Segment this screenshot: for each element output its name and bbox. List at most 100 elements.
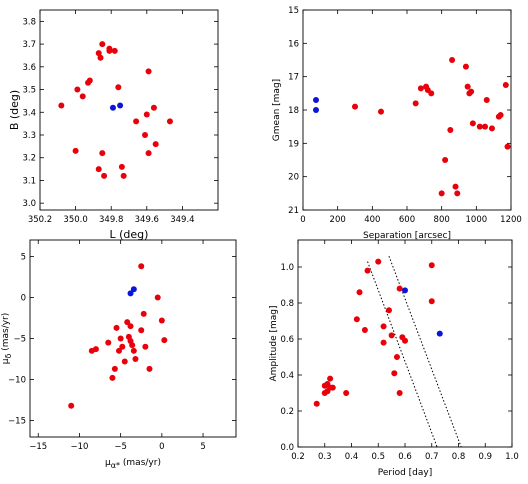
red-point xyxy=(428,262,435,269)
y-axis-label: Gmean [mag] xyxy=(272,79,282,141)
red-point xyxy=(143,111,150,118)
dotted-line xyxy=(367,261,438,448)
red-point xyxy=(133,118,140,125)
red-point xyxy=(99,150,106,157)
x-tick-label: 0.5 xyxy=(371,452,385,462)
red-point xyxy=(449,57,456,63)
x-axis-label: μα* (mas/yr) xyxy=(105,458,161,470)
red-point xyxy=(166,118,173,125)
y-tick-label: 21 xyxy=(288,206,299,216)
red-point xyxy=(454,190,461,197)
red-point xyxy=(483,97,490,103)
x-axis-label: L (deg) xyxy=(110,228,149,241)
red-point xyxy=(58,102,65,109)
red-point xyxy=(385,307,392,314)
red-point xyxy=(145,150,152,157)
x-tick-label: 0.9 xyxy=(478,452,492,462)
red-point xyxy=(353,316,360,323)
x-tick-label: 5 xyxy=(200,442,205,452)
y-tick-label: 3.6 xyxy=(22,63,36,73)
red-point xyxy=(438,190,445,197)
red-point xyxy=(375,258,382,265)
red-point xyxy=(356,289,363,296)
red-point xyxy=(97,54,104,61)
red-point xyxy=(393,354,400,360)
y-tick-label: 3.0 xyxy=(22,199,36,209)
red-point xyxy=(138,327,145,334)
red-point xyxy=(464,83,471,90)
y-tick-label: 0.2 xyxy=(280,407,294,417)
red-point xyxy=(428,298,435,305)
red-point xyxy=(352,103,358,110)
red-point xyxy=(442,157,449,163)
red-point xyxy=(380,323,387,330)
x-tick-label: 349.4 xyxy=(170,215,194,225)
red-point xyxy=(161,337,168,344)
red-point xyxy=(462,63,469,70)
x-axis-label: Separation [arcsec] xyxy=(363,231,451,241)
red-point xyxy=(86,77,93,84)
red-point xyxy=(468,88,475,95)
x-tick-label: 0.6 xyxy=(398,452,412,462)
red-point xyxy=(119,343,126,350)
blue-point xyxy=(313,97,319,103)
y-tick-label: 15 xyxy=(288,6,299,16)
red-point xyxy=(327,375,334,382)
red-point xyxy=(378,108,384,115)
x-tick-label: 0.7 xyxy=(425,452,439,462)
red-point xyxy=(106,45,113,52)
x-tick-label: 0.4 xyxy=(345,452,359,462)
red-point xyxy=(140,310,147,317)
y-axis-label: Amplitude [mag] xyxy=(269,306,279,382)
y-tick-label: 20 xyxy=(288,173,299,183)
red-point xyxy=(452,183,459,190)
red-point xyxy=(154,294,161,301)
plot-frame xyxy=(302,9,512,211)
red-point xyxy=(118,163,125,170)
red-point xyxy=(488,125,495,132)
red-point xyxy=(130,347,137,354)
red-point xyxy=(396,390,403,396)
red-point xyxy=(145,68,152,75)
y-tick-label: 16 xyxy=(288,39,299,49)
red-point xyxy=(396,285,403,292)
x-tick-label: −5 xyxy=(114,442,127,452)
red-point xyxy=(113,324,120,331)
red-point xyxy=(469,120,476,127)
x-tick-label: 0 xyxy=(159,442,164,452)
x-tick-label: 0 xyxy=(300,215,305,225)
red-point xyxy=(129,342,136,349)
y-tick-label: 0.8 xyxy=(280,299,294,309)
red-point xyxy=(502,82,509,88)
y-tick-label: 0.6 xyxy=(280,335,294,345)
blue-point xyxy=(436,330,443,337)
red-point xyxy=(95,166,102,173)
blue-point xyxy=(130,286,137,293)
red-point xyxy=(476,123,483,130)
y-tick-label: 5 xyxy=(21,252,26,262)
red-point xyxy=(115,84,122,91)
red-point xyxy=(120,172,127,179)
red-point xyxy=(92,346,99,353)
y-tick-label: 3.7 xyxy=(22,40,36,50)
red-point xyxy=(417,85,424,92)
red-point xyxy=(72,147,79,154)
red-point xyxy=(402,337,408,344)
red-point xyxy=(146,365,153,372)
red-point xyxy=(111,365,118,372)
x-tick-label: 349.6 xyxy=(135,215,159,225)
red-point xyxy=(497,112,504,118)
red-point xyxy=(105,339,112,346)
red-point xyxy=(111,47,118,54)
x-tick-label: −15 xyxy=(29,442,47,452)
y-tick-label: 3.2 xyxy=(22,154,36,164)
plot-frame xyxy=(39,9,219,211)
x-tick-label: 1000 xyxy=(466,215,488,225)
red-point xyxy=(68,402,75,409)
red-point xyxy=(142,132,149,138)
chart-lb: 350.2 350.0 349.8 349.6 349.4 3.0 3.1 3.2 3.3 3.4… xyxy=(8,9,219,241)
x-axis-label: Period [day] xyxy=(378,468,433,478)
red-point xyxy=(109,374,116,381)
y-tick-label: 0 xyxy=(21,293,26,303)
